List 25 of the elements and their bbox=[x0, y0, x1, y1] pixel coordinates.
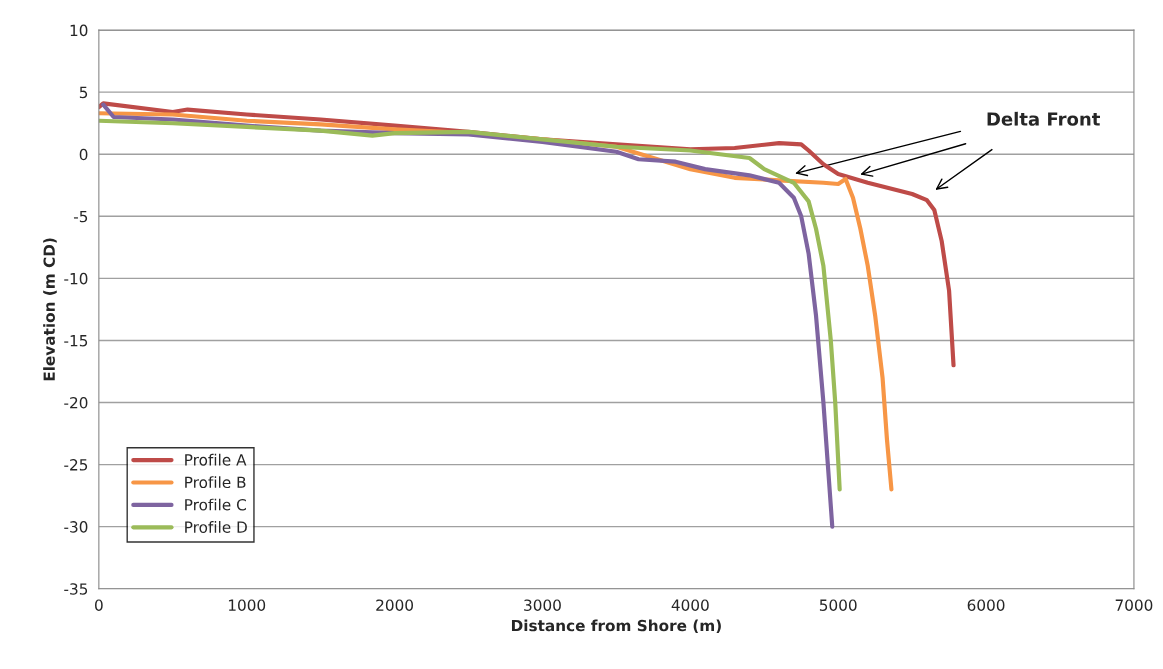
legend-label: Profile B bbox=[185, 476, 246, 489]
y-tick-label: -25 bbox=[64, 459, 88, 471]
x-tick-label: 2000 bbox=[376, 599, 414, 611]
y-tick-label: 10 bbox=[70, 24, 88, 37]
y-axis-title: Elevation (m CD) bbox=[43, 238, 57, 381]
legend-label: Profile D bbox=[185, 521, 247, 533]
y-tick-label: -5 bbox=[73, 210, 88, 223]
y-tick-label: -10 bbox=[64, 272, 88, 285]
legend-label: Profile A bbox=[185, 453, 247, 466]
x-tick-label: 5000 bbox=[819, 599, 857, 611]
y-tick-label: -35 bbox=[64, 583, 88, 595]
x-axis-title: Distance from Shore (m) bbox=[511, 619, 721, 634]
x-tick-label: 6000 bbox=[967, 599, 1005, 611]
x-tick-label: 3000 bbox=[524, 599, 561, 611]
y-tick-label: -15 bbox=[64, 335, 88, 347]
x-tick-label: 4000 bbox=[671, 599, 709, 611]
y-tick-label: -20 bbox=[64, 396, 88, 409]
legend-label: Profile C bbox=[185, 498, 246, 511]
x-tick-label: 7000 bbox=[1115, 599, 1153, 611]
x-tick-label: 1000 bbox=[228, 599, 266, 611]
y-tick-label: -30 bbox=[64, 521, 88, 533]
x-tick-label: 0 bbox=[95, 599, 103, 611]
y-tick-label: 5 bbox=[79, 86, 88, 99]
annotation: Delta Front bbox=[987, 111, 1100, 126]
y-tick-label: 0 bbox=[79, 148, 88, 161]
